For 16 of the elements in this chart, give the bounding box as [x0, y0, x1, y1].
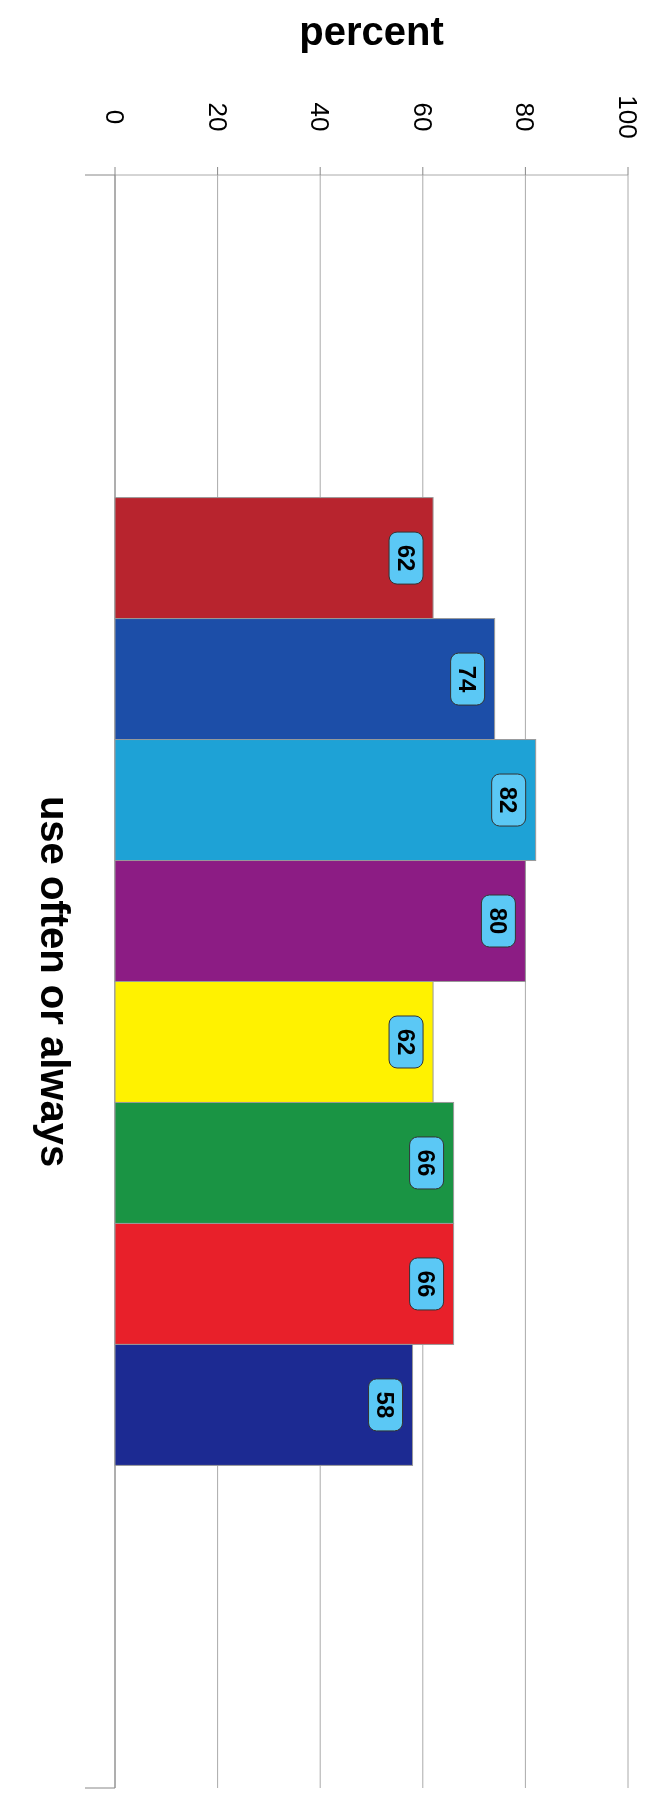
- y-tick-label: use often or always: [33, 795, 77, 1168]
- x-tick-label: 100: [613, 95, 643, 139]
- x-tick-label: 20: [202, 102, 233, 132]
- data-label: 62: [392, 1028, 420, 1056]
- data-label: 82: [495, 786, 523, 814]
- x-tick-label: 80: [510, 102, 541, 132]
- x-tick-label: 0: [100, 109, 130, 125]
- data-label: 80: [484, 907, 512, 935]
- x-axis-title: percent: [299, 9, 444, 53]
- data-label: 66: [413, 1270, 441, 1298]
- data-label: 74: [454, 665, 482, 694]
- x-tick-label: 40: [305, 102, 336, 132]
- data-label: 62: [392, 544, 420, 572]
- data-label: 58: [372, 1391, 400, 1419]
- data-label: 66: [413, 1149, 441, 1177]
- x-tick-label: 60: [407, 102, 438, 132]
